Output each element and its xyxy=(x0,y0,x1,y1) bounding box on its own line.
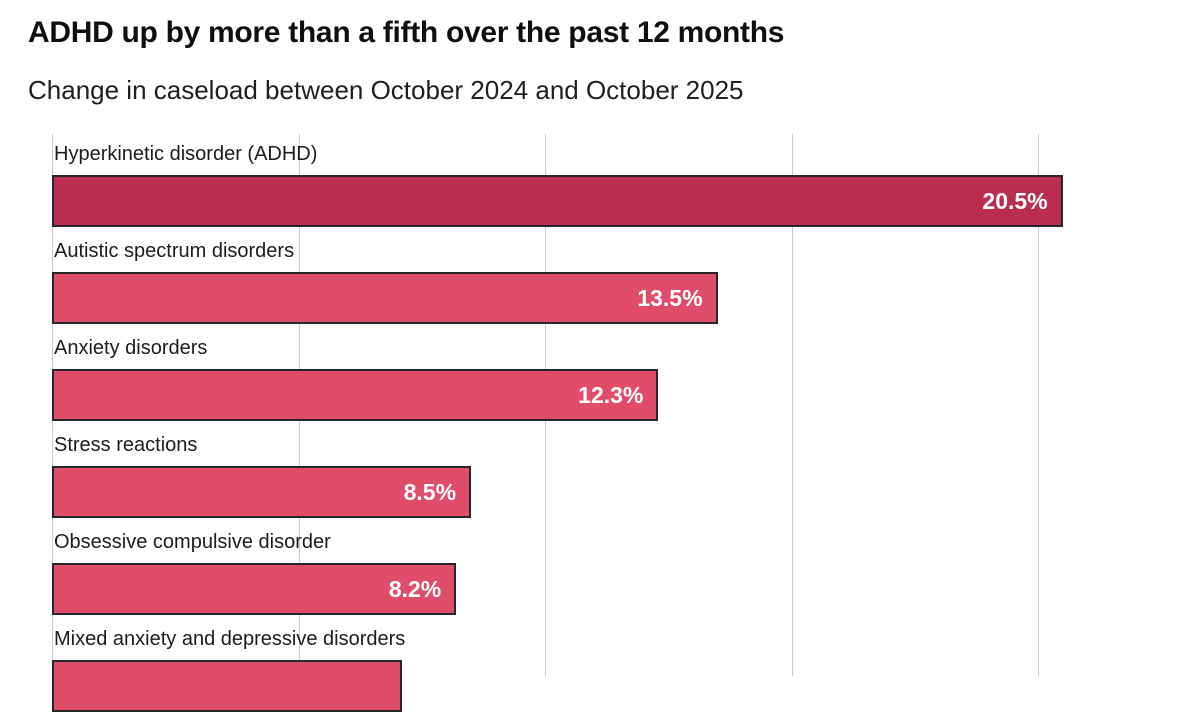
bar-row: Hyperkinetic disorder (ADHD) 20.5% xyxy=(52,134,1162,231)
bar: 8.5% xyxy=(52,466,472,518)
chart-subtitle: Change in caseload between October 2024 … xyxy=(28,75,744,105)
bar-category-label: Anxiety disorders xyxy=(54,337,208,359)
bar-category-label: Stress reactions xyxy=(54,434,198,456)
bar-row: Obsessive compulsive disorder 8.2% xyxy=(52,522,1162,619)
bar: 8.2% xyxy=(52,563,457,615)
bar-value-label: 8.5% xyxy=(403,478,457,505)
bar-value-label: 8.2% xyxy=(388,575,442,602)
bar xyxy=(52,660,403,712)
bar-category-label: Mixed anxiety and depressive disorders xyxy=(54,628,406,650)
bar-row: Stress reactions 8.5% xyxy=(52,425,1162,522)
gridline-20pct xyxy=(1038,134,1039,676)
bar: 20.5% xyxy=(52,175,1063,227)
bar-category-label: Obsessive compulsive disorder xyxy=(54,531,331,553)
bar: 13.5% xyxy=(52,272,718,324)
gridline-15pct xyxy=(791,134,793,676)
bar-row: Mixed anxiety and depressive disorders xyxy=(52,619,1162,716)
bar-category-label: Autistic spectrum disorders xyxy=(54,240,295,262)
chart-title: ADHD up by more than a fifth over the pa… xyxy=(28,16,785,49)
bar-row: Autistic spectrum disorders 13.5% xyxy=(52,231,1162,328)
bar: 12.3% xyxy=(52,369,659,421)
bar-chart: Hyperkinetic disorder (ADHD) 20.5% Autisti… xyxy=(52,134,1162,712)
bar-value-label: 12.3% xyxy=(578,381,644,408)
bar-value-label: 13.5% xyxy=(637,284,703,311)
bar-value-label: 20.5% xyxy=(982,187,1048,214)
bar-row: Anxiety disorders 12.3% xyxy=(52,328,1162,425)
bar-category-label: Hyperkinetic disorder (ADHD) xyxy=(54,143,318,165)
